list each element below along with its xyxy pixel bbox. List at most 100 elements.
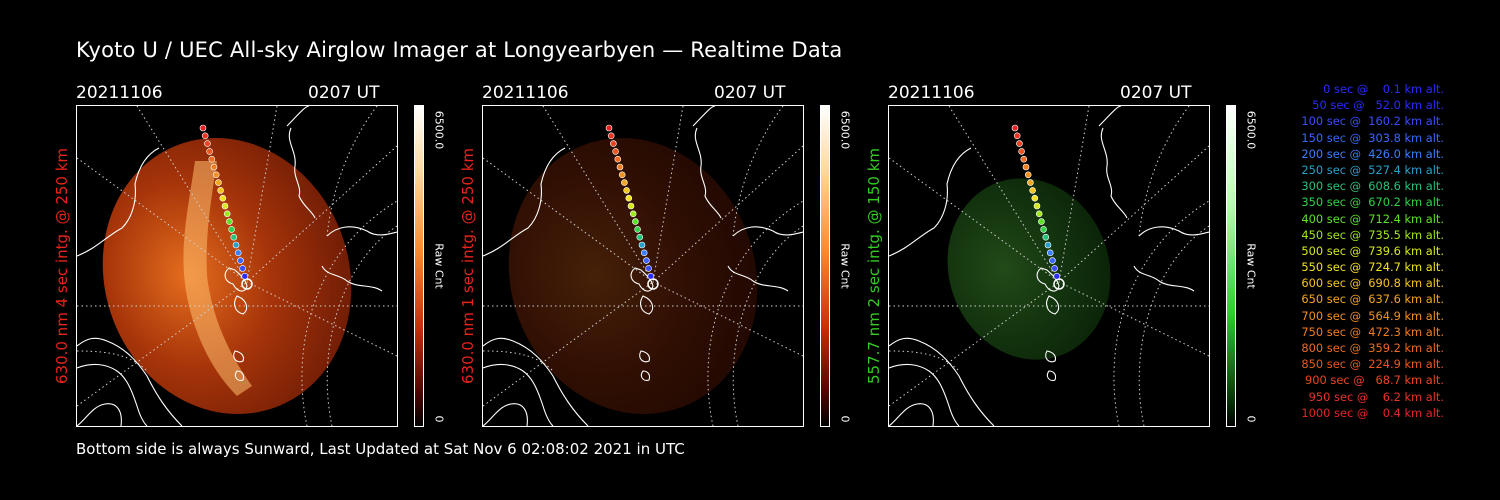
panel-time: 0207 UT	[308, 83, 380, 103]
coastline	[1133, 265, 1195, 292]
trajectory-point	[208, 155, 216, 163]
trajectory-point	[638, 241, 646, 249]
legend-row: 800 sec @ 359.2 km alt.	[1297, 341, 1444, 355]
coastline	[889, 147, 972, 257]
trajectory-point	[643, 257, 650, 264]
colorbar-max-label: 6500.0	[838, 105, 852, 155]
coastline	[286, 106, 316, 219]
latitude-arc	[326, 225, 397, 426]
longitude-line	[652, 106, 684, 283]
panel-y-label: 630.0 nm 1 sec intg. @ 250 km	[459, 105, 477, 427]
trajectory-point	[215, 179, 222, 186]
legend-row: 950 sec @ 6.2 km alt.	[1305, 389, 1444, 404]
coastline	[77, 363, 148, 426]
allsky-image	[482, 105, 804, 427]
trajectory-point	[605, 124, 613, 132]
allsky-plot	[77, 106, 397, 426]
panel-date: 20211106	[482, 83, 569, 103]
latitude-arc	[732, 106, 784, 237]
panel-y-label-text: 630.0 nm 1 sec intg. @ 250 km	[459, 147, 477, 385]
latitude-arc	[77, 350, 148, 372]
trajectory-point	[1035, 210, 1043, 218]
coastline	[233, 350, 245, 363]
longitude-line	[1058, 281, 1209, 357]
trajectory-point	[627, 202, 635, 210]
trajectory-point	[226, 218, 233, 225]
legend-row: 450 sec @ 735.5 km alt.	[1297, 227, 1444, 242]
colorbar-min-label: 0	[432, 411, 446, 427]
trajectory-point	[632, 218, 639, 225]
trajectory-point	[206, 148, 213, 155]
trajectory-point	[201, 132, 209, 140]
trajectory-point	[221, 202, 229, 210]
trajectory-point	[1027, 179, 1034, 186]
trajectory-point	[1020, 155, 1028, 163]
legend-row: 500 sec @ 739.6 km alt.	[1297, 243, 1444, 258]
trajectory-point	[618, 171, 626, 179]
coastline	[889, 337, 995, 426]
latitude-arc	[889, 350, 960, 372]
panel-date: 20211106	[76, 83, 163, 103]
trajectory-point	[219, 194, 227, 202]
trajectory-point	[232, 241, 240, 249]
coastline	[889, 403, 934, 426]
colorbar-unit-label: Raw Cnt	[838, 241, 852, 291]
trajectory-point	[212, 171, 220, 179]
coastline	[483, 403, 528, 426]
image-panel-3: 20211106 0207 UT 557.7 nm 2 sec intg. @ …	[865, 83, 1268, 433]
coastline	[321, 265, 383, 292]
coastline	[640, 295, 654, 315]
airglow-disc	[102, 137, 352, 415]
coastline	[732, 226, 803, 237]
trajectory-point	[204, 140, 211, 147]
trajectory-point	[1046, 249, 1054, 257]
longitude-line	[652, 281, 803, 357]
allsky-plot	[889, 106, 1209, 426]
longitude-line	[542, 106, 654, 283]
legend-row: 350 sec @ 670.2 km alt.	[1297, 195, 1444, 210]
longitude-line	[246, 106, 278, 283]
image-panel-2: 20211106 0207 UT 630.0 nm 1 sec intg. @ …	[459, 83, 862, 433]
latitude-arc	[1138, 225, 1209, 426]
trajectory-point	[1033, 202, 1041, 210]
coastline	[640, 370, 651, 381]
trajectory-point	[629, 210, 637, 218]
longitude-line	[246, 281, 397, 357]
panel-y-label: 557.7 nm 2 sec intg. @ 150 km	[865, 105, 883, 427]
legend-row: 0 sec @ 0.1 km alt.	[1312, 82, 1444, 96]
trajectory-point	[1031, 194, 1039, 202]
legend-row: 50 sec @ 52.0 km alt.	[1305, 98, 1444, 113]
legend-row: 550 sec @ 724.7 km alt.	[1297, 260, 1444, 275]
legend-row: 300 sec @ 608.6 km alt.	[1297, 179, 1444, 194]
panel-y-label-text: 557.7 nm 2 sec intg. @ 150 km	[865, 147, 883, 385]
coastline	[77, 337, 183, 426]
legend-row: 1000 sec @ 0.4 km alt.	[1301, 405, 1444, 420]
latitude-arc	[326, 106, 378, 237]
latitude-arc	[301, 200, 397, 426]
legend-row: 750 sec @ 472.3 km alt.	[1297, 324, 1444, 339]
coastline	[889, 363, 960, 426]
trajectory-point	[1024, 171, 1032, 179]
trajectory-point	[1022, 163, 1030, 171]
trajectory-point	[1049, 257, 1056, 264]
colorbar	[1226, 105, 1236, 427]
aurora-band	[183, 161, 252, 396]
trajectory-point	[241, 278, 253, 290]
airglow-disc	[947, 178, 1111, 360]
longitude-line	[136, 106, 248, 283]
image-panel-1: 20211106 0207 UT 630.0 nm 4 sec intg. @ …	[53, 83, 456, 433]
legend-row: 650 sec @ 637.6 km alt.	[1297, 292, 1444, 307]
legend-row: 250 sec @ 527.4 km alt.	[1297, 162, 1444, 177]
trajectory-point	[1051, 265, 1058, 272]
trajectory-point	[607, 132, 615, 140]
panel-y-label-text: 630.0 nm 4 sec intg. @ 250 km	[53, 147, 71, 385]
longitude-line	[1058, 106, 1090, 283]
allsky-image	[888, 105, 1210, 427]
coastline	[483, 337, 589, 426]
colorbar	[820, 105, 830, 427]
trajectory-point	[645, 265, 652, 272]
colorbar-min-text: 0	[432, 415, 446, 423]
trajectory-point	[616, 163, 624, 171]
coastline	[1046, 295, 1060, 315]
coastline	[692, 106, 722, 219]
